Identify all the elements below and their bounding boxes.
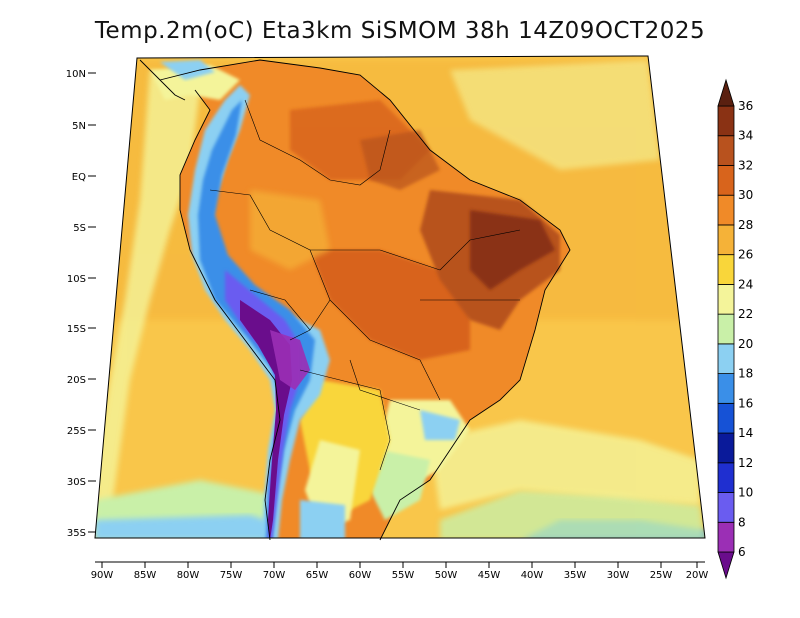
colorbar-label: 24 bbox=[738, 277, 753, 291]
lat-label-15s: 15S bbox=[67, 324, 86, 335]
lon-label-20w: 20W bbox=[686, 570, 709, 581]
colorbar-label: 22 bbox=[738, 307, 753, 321]
lon-tick-45w: 45W bbox=[478, 562, 501, 581]
lat-label-10s: 10S bbox=[67, 274, 86, 285]
lon-tick-20w: 20W bbox=[686, 562, 709, 581]
country-borders bbox=[209, 99, 521, 471]
lon-tick-50w: 50W bbox=[435, 562, 458, 581]
lon-label-35w: 35W bbox=[564, 570, 587, 581]
lat-label-30s: 30S bbox=[67, 477, 86, 488]
latitude-axis: 10N 5N EQ 5S 10S 15S 20S 25S 30S 35S bbox=[66, 69, 96, 539]
lon-label-65w: 65W bbox=[306, 570, 329, 581]
lon-tick-70w: 70W bbox=[263, 562, 286, 581]
colorbar-bin bbox=[717, 194, 735, 226]
lon-label-75w: 75W bbox=[220, 570, 243, 581]
colorbar-label: 20 bbox=[738, 337, 753, 351]
lat-tick-35s: 35S bbox=[67, 528, 96, 539]
lat-tick-30s: 30S bbox=[67, 477, 96, 488]
lat-tick-15s: 15S bbox=[67, 324, 96, 335]
colorbar-label: 10 bbox=[738, 486, 753, 500]
lat-label-eq: EQ bbox=[72, 172, 86, 183]
lon-tick-35w: 35W bbox=[564, 562, 587, 581]
colorbar-bin bbox=[717, 165, 735, 196]
lon-label-85w: 85W bbox=[134, 570, 157, 581]
lon-label-40w: 40W bbox=[521, 570, 544, 581]
colorbar-label: 16 bbox=[738, 396, 753, 410]
lat-tick-10s: 10S bbox=[67, 274, 96, 285]
lon-tick-75w: 75W bbox=[220, 562, 243, 581]
temperature-field bbox=[95, 56, 705, 538]
lon-tick-25w: 25W bbox=[650, 562, 673, 581]
lat-tick-10n: 10N bbox=[66, 69, 96, 80]
lat-label-20s: 20S bbox=[67, 375, 86, 386]
colorbar-bin bbox=[717, 492, 735, 523]
map-title: Temp.2m(oC) Eta3km SiSMOM 38h 14Z09OCT20… bbox=[94, 18, 706, 44]
lat-label-10n: 10N bbox=[66, 69, 86, 80]
colorbar-bin bbox=[717, 432, 735, 464]
colorbar-label: 32 bbox=[738, 158, 753, 172]
lon-tick-40w: 40W bbox=[521, 562, 544, 581]
lat-label-25s: 25S bbox=[67, 426, 86, 437]
lon-label-80w: 80W bbox=[177, 570, 200, 581]
lon-tick-80w: 80W bbox=[177, 562, 200, 581]
colorbar-label: 14 bbox=[738, 426, 753, 440]
colorbar-bin bbox=[717, 224, 735, 256]
colorbar-bin bbox=[717, 402, 735, 434]
colorbar: 6 8 10 12 14 16 18 20 22 24 26 28 30 32 34 36 bbox=[717, 78, 753, 580]
map-frame bbox=[94, 55, 706, 539]
lon-label-70w: 70W bbox=[263, 570, 286, 581]
lon-tick-55w: 55W bbox=[392, 562, 415, 581]
colorbar-bin bbox=[717, 373, 735, 404]
colorbar-label: 34 bbox=[738, 129, 753, 143]
colorbar-bin bbox=[717, 343, 735, 375]
colorbar-label: 6 bbox=[738, 545, 746, 559]
lon-tick-65w: 65W bbox=[306, 562, 329, 581]
colorbar-bin bbox=[717, 313, 735, 345]
lon-label-90w: 90W bbox=[91, 570, 114, 581]
lat-tick-eq: EQ bbox=[72, 172, 96, 183]
longitude-axis: 90W 85W 80W 75W 70W 65W 60W 55W 50W 45W … bbox=[91, 561, 709, 581]
colorbar-label: 30 bbox=[738, 188, 753, 202]
lat-label-35s: 35S bbox=[67, 528, 86, 539]
lat-tick-25s: 25S bbox=[67, 426, 96, 437]
colorbar-min-arrow bbox=[717, 551, 735, 580]
lon-label-25w: 25W bbox=[650, 570, 673, 581]
colorbar-label: 26 bbox=[738, 248, 753, 262]
colorbar-max-arrow bbox=[717, 78, 735, 107]
lat-label-5s: 5S bbox=[73, 223, 86, 234]
lon-label-45w: 45W bbox=[478, 570, 501, 581]
colorbar-label: 28 bbox=[738, 218, 753, 232]
lat-tick-5n: 5N bbox=[72, 121, 96, 132]
lon-label-55w: 55W bbox=[392, 570, 415, 581]
colorbar-bin bbox=[717, 462, 735, 493]
lon-tick-85w: 85W bbox=[134, 562, 157, 581]
colorbar-label: 12 bbox=[738, 456, 753, 470]
lat-tick-20s: 20S bbox=[67, 375, 96, 386]
coastlines bbox=[139, 59, 571, 541]
colorbar-bin bbox=[717, 254, 735, 285]
colorbar-label: 18 bbox=[738, 367, 753, 381]
lat-tick-5s: 5S bbox=[73, 223, 96, 234]
colorbar-bin bbox=[717, 105, 735, 137]
lon-label-30w: 30W bbox=[607, 570, 630, 581]
colorbar-label: 8 bbox=[738, 515, 746, 529]
lon-tick-30w: 30W bbox=[607, 562, 630, 581]
colorbar-label: 36 bbox=[738, 99, 753, 113]
lon-tick-60w: 60W bbox=[349, 562, 372, 581]
colorbar-bin bbox=[717, 521, 735, 553]
lat-label-5n: 5N bbox=[72, 121, 86, 132]
colorbar-bin bbox=[717, 135, 735, 166]
lon-tick-90w: 90W bbox=[91, 562, 114, 581]
lon-label-60w: 60W bbox=[349, 570, 372, 581]
lon-label-50w: 50W bbox=[435, 570, 458, 581]
colorbar-bin bbox=[717, 283, 735, 315]
